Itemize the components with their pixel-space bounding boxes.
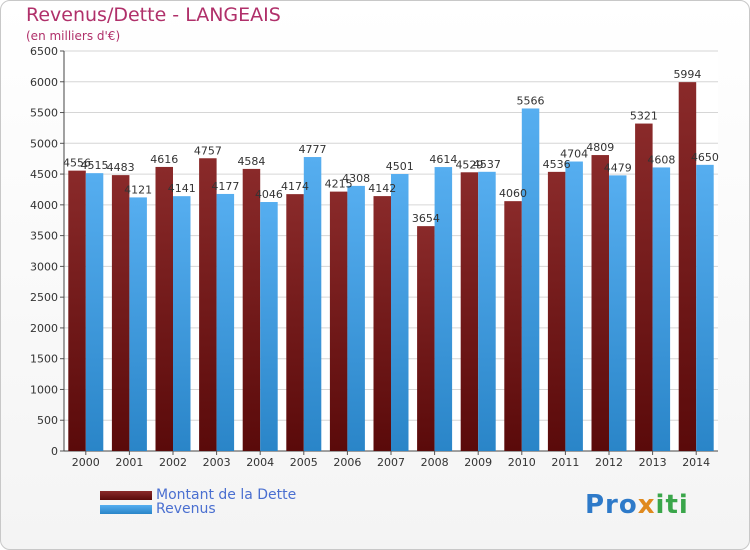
data-label-dette: 4142 — [368, 182, 396, 195]
bar-dette — [417, 226, 435, 451]
data-label-dette: 5994 — [673, 68, 701, 81]
legend-item-dette: Montant de la Dette — [100, 486, 296, 504]
data-label-revenus: 4537 — [473, 158, 501, 171]
y-tick-label: 2000 — [30, 322, 58, 335]
bar-revenus — [652, 167, 671, 451]
y-tick-label: 500 — [37, 414, 58, 427]
x-tick-label: 2001 — [115, 456, 143, 469]
y-tick-label: 5500 — [30, 107, 58, 120]
bar-dette — [329, 191, 348, 451]
data-label-revenus: 4141 — [168, 182, 196, 195]
x-tick-label: 2013 — [639, 456, 667, 469]
x-tick-label: 2002 — [159, 456, 187, 469]
chart-title: Revenus/Dette - LANGEAIS — [26, 4, 281, 26]
y-tick-label: 4500 — [30, 168, 58, 181]
y-tick-label: 2500 — [30, 291, 58, 304]
bar-revenus — [521, 108, 540, 451]
bar-revenus — [216, 193, 235, 451]
x-tick-label: 2010 — [508, 456, 536, 469]
bar-revenus — [303, 157, 322, 451]
data-label-dette: 5321 — [630, 110, 658, 123]
data-label-revenus: 4046 — [255, 188, 283, 201]
data-label-dette: 4215 — [325, 178, 353, 191]
bar-dette — [591, 155, 609, 452]
data-label-revenus: 4704 — [560, 148, 588, 161]
chart-subtitle: (en milliers d'€) — [26, 29, 121, 43]
data-label-revenus: 4121 — [124, 183, 152, 196]
y-tick-label: 3500 — [30, 230, 58, 243]
bar-revenus — [434, 167, 453, 452]
data-label-dette: 3654 — [412, 212, 440, 225]
data-label-dette: 4584 — [237, 155, 265, 168]
data-label-revenus: 4515 — [81, 159, 109, 172]
data-label-revenus: 4308 — [342, 172, 370, 185]
data-label-revenus: 4501 — [386, 160, 414, 173]
data-label-revenus: 4608 — [647, 153, 675, 166]
bar-dette — [111, 175, 130, 451]
data-label-dette: 4174 — [281, 180, 309, 193]
bar-dette — [199, 158, 217, 451]
y-tick-label: 3000 — [30, 260, 58, 273]
y-tick-label: 6000 — [30, 76, 58, 89]
y-tick-label: 1000 — [30, 383, 58, 396]
legend-label-dette: Montant de la Dette — [156, 487, 297, 503]
proxiti-logo: Proxiti — [585, 490, 689, 520]
legend-label-revenus: Revenus — [156, 501, 216, 517]
y-tick-label: 1500 — [30, 353, 58, 366]
data-label-dette: 4809 — [586, 141, 614, 154]
data-label-dette: 4529 — [455, 158, 483, 171]
x-tick-label: 2000 — [72, 456, 100, 469]
bar-revenus — [565, 161, 583, 451]
bar-revenus — [609, 175, 627, 451]
data-label-revenus: 5566 — [517, 94, 545, 107]
data-label-revenus: 4777 — [299, 143, 327, 156]
bar-revenus — [696, 164, 714, 451]
data-label-revenus: 4650 — [691, 151, 719, 164]
x-tick-label: 2005 — [290, 456, 318, 469]
bar-dette — [547, 171, 566, 451]
data-label-dette: 4616 — [150, 153, 178, 166]
bar-dette — [678, 82, 697, 451]
data-label-dette: 4556 — [63, 157, 91, 170]
bar-dette — [155, 166, 173, 451]
y-tick-label: 6500 — [30, 45, 58, 58]
bar-dette — [68, 170, 86, 451]
x-tick-label: 2003 — [203, 456, 231, 469]
data-label-revenus: 4614 — [429, 153, 457, 166]
bar-revenus — [347, 185, 365, 451]
x-tick-label: 2007 — [377, 456, 405, 469]
legend-swatch-dette — [100, 490, 152, 500]
bar-revenus — [478, 171, 496, 452]
x-tick-label: 2009 — [464, 456, 492, 469]
x-tick-label: 2012 — [595, 456, 623, 469]
y-tick-label: 5000 — [30, 137, 58, 150]
bar-dette — [460, 172, 479, 452]
data-label-revenus: 4479 — [604, 161, 632, 174]
data-label-revenus: 4177 — [211, 180, 239, 193]
bar-revenus — [129, 197, 147, 451]
bar-revenus — [391, 174, 409, 451]
data-label-dette: 4757 — [194, 144, 222, 157]
data-label-dette: 4536 — [543, 158, 571, 171]
bar-revenus — [85, 173, 104, 451]
x-tick-label: 2004 — [246, 456, 274, 469]
x-tick-label: 2011 — [551, 456, 579, 469]
x-tick-label: 2008 — [421, 456, 449, 469]
bar-dette — [242, 168, 261, 451]
legend-swatch-revenus — [100, 504, 152, 514]
bar-dette — [504, 201, 522, 451]
y-tick-label: 0 — [51, 445, 58, 458]
x-tick-label: 2006 — [333, 456, 361, 469]
y-tick-label: 4000 — [30, 199, 58, 212]
bar-revenus — [173, 196, 191, 451]
data-label-dette: 4060 — [499, 187, 527, 200]
x-tick-label: 2014 — [682, 456, 710, 469]
data-label-dette: 4483 — [107, 161, 135, 174]
bar-dette — [635, 123, 653, 452]
bar-dette — [286, 194, 304, 451]
legend-item-revenus: Revenus — [100, 500, 216, 518]
bar-dette — [373, 196, 391, 451]
bar-revenus — [260, 202, 278, 451]
